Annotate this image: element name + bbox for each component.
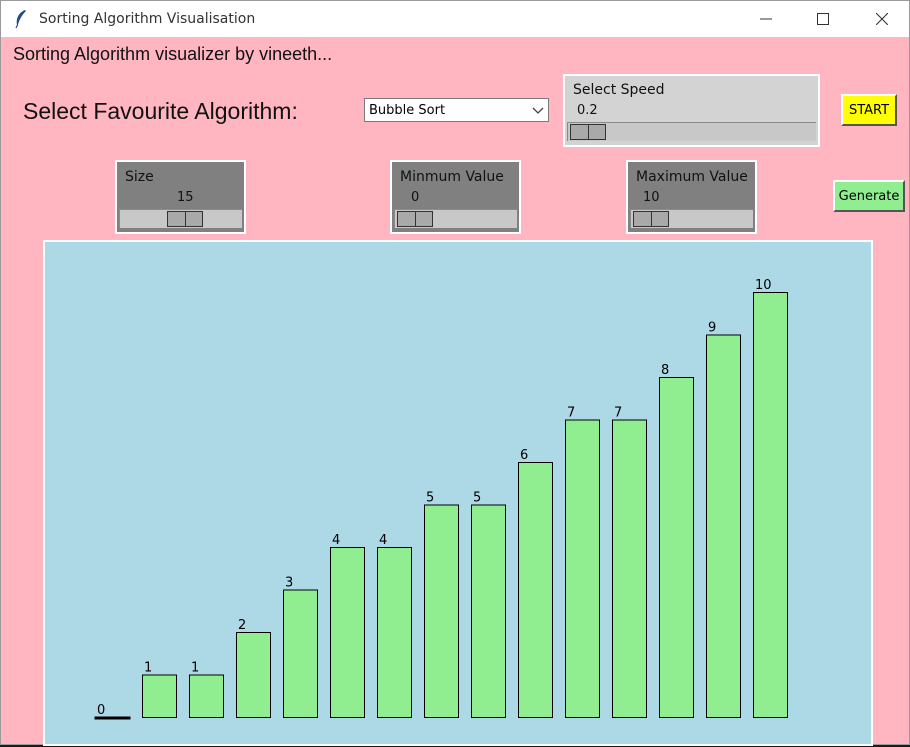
min-value-trough[interactable] [394, 209, 517, 228]
feather-icon [15, 10, 26, 29]
bar-value-label: 1 [191, 661, 199, 676]
size-slider-thumb[interactable] [167, 211, 203, 227]
size-slider[interactable]: Size 15 [115, 160, 246, 234]
bar-value-label: 9 [708, 321, 716, 336]
minimize-button[interactable] [743, 1, 789, 37]
bar-value-label: 8 [661, 363, 669, 378]
bar-value-label: 5 [426, 491, 434, 506]
min-value-label: Minmum Value [400, 169, 504, 185]
bar-value-label: 5 [473, 491, 481, 506]
algorithm-selected: Bubble Sort [369, 103, 446, 118]
bar [659, 377, 694, 718]
bar [330, 547, 365, 718]
bar [565, 419, 600, 718]
bar [706, 334, 741, 718]
title-bar[interactable]: Sorting Algorithm Visualisation [1, 1, 909, 37]
window-title: Sorting Algorithm Visualisation [39, 11, 256, 27]
max-value-value: 10 [643, 190, 660, 205]
bar [518, 462, 553, 718]
size-trough[interactable] [119, 209, 242, 228]
max-value-trough[interactable] [630, 209, 753, 228]
max-value-slider[interactable]: Maximum Value 10 [626, 160, 757, 234]
bar [377, 547, 412, 718]
app-caption: Sorting Algorithm visualizer by vineeth.… [13, 44, 333, 64]
max-value-label: Maximum Value [636, 169, 748, 185]
bar [471, 504, 506, 718]
bar-value-label: 3 [285, 576, 293, 591]
bar-value-label: 7 [567, 406, 575, 421]
start-button[interactable]: START [841, 94, 897, 126]
min-value-slider[interactable]: Minmum Value 0 [390, 160, 521, 234]
algorithm-dropdown[interactable]: Bubble Sort [364, 98, 549, 122]
bar-value-label: 0 [97, 703, 105, 718]
bar [424, 504, 459, 718]
speed-slider[interactable]: Select Speed 0.2 [563, 74, 820, 147]
bar-value-label: 6 [520, 448, 528, 463]
bar-value-label: 7 [614, 406, 622, 421]
min-value-value: 0 [411, 190, 420, 205]
close-button[interactable] [859, 1, 905, 37]
speed-label: Select Speed [573, 82, 665, 98]
size-value: 15 [177, 190, 194, 205]
speed-value: 0.2 [577, 103, 598, 118]
bar [94, 716, 131, 720]
algorithm-label: Select Favourite Algorithm: [23, 98, 298, 124]
bar-value-label: 10 [755, 278, 772, 293]
min-value-slider-thumb[interactable] [397, 211, 433, 227]
size-label: Size [125, 169, 154, 185]
speed-trough[interactable] [567, 122, 816, 141]
maximize-button[interactable] [800, 1, 846, 37]
bar [236, 632, 271, 718]
chevron-down-icon [532, 107, 544, 114]
bar-value-label: 4 [332, 533, 340, 548]
max-value-slider-thumb[interactable] [633, 211, 669, 227]
bar-value-label: 4 [379, 533, 387, 548]
generate-button[interactable]: Generate [833, 180, 905, 212]
bar-chart: 0 1 1 2 3 4 4 5 5 6 7 7 8 9 10 [94, 278, 788, 720]
main-content: Sorting Algorithm visualizer by vineeth.… [1, 37, 909, 746]
bar [283, 589, 318, 718]
bar [753, 292, 788, 718]
minimize-icon [760, 18, 772, 20]
bar [142, 674, 177, 718]
bar-value-label: 1 [144, 661, 152, 676]
close-icon [876, 13, 888, 25]
visualization-canvas: 0 1 1 2 3 4 4 5 5 6 7 7 8 9 10 [43, 240, 873, 746]
bar [612, 419, 647, 718]
speed-slider-thumb[interactable] [570, 124, 606, 140]
maximize-icon [817, 13, 829, 25]
bar [189, 674, 224, 718]
bar-value-label: 2 [238, 618, 246, 633]
